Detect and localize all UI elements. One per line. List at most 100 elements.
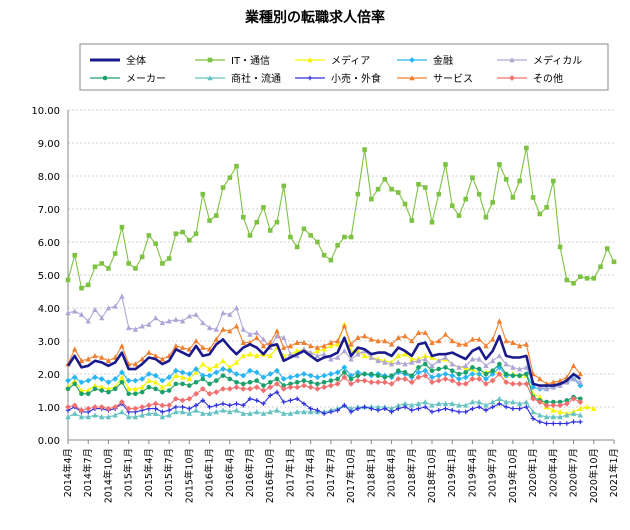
- data-point: [361, 377, 368, 384]
- data-point: [436, 338, 442, 344]
- data-point: [577, 371, 583, 377]
- data-point: [429, 339, 435, 345]
- data-point: [72, 346, 78, 352]
- data-point: [274, 328, 280, 334]
- data-point: [388, 361, 395, 367]
- data-point: [261, 401, 266, 406]
- data-point: [254, 219, 260, 225]
- data-point: [503, 399, 509, 405]
- x-tick-label: 2020年7月: [568, 448, 580, 497]
- data-point: [503, 404, 509, 410]
- data-point: [193, 366, 199, 372]
- data-point: [247, 233, 253, 238]
- y-tick-label: 8.00: [38, 172, 60, 183]
- data-point: [139, 404, 146, 410]
- data-point: [510, 339, 516, 345]
- legend-label: IT・通信: [231, 55, 270, 67]
- data-point: [65, 277, 71, 283]
- data-point: [132, 385, 139, 392]
- data-point: [159, 319, 166, 326]
- data-point: [220, 366, 226, 372]
- data-point: [105, 385, 112, 392]
- data-point: [422, 185, 428, 190]
- data-point: [355, 373, 361, 378]
- data-point: [78, 414, 85, 420]
- x-tick-label: 2017年4月: [305, 448, 317, 497]
- data-point: [125, 377, 132, 384]
- data-point: [415, 374, 422, 381]
- data-point: [132, 377, 139, 384]
- data-point: [436, 191, 442, 197]
- data-point: [254, 352, 260, 359]
- data-point: [462, 374, 469, 381]
- data-point: [179, 344, 186, 350]
- data-point: [577, 396, 583, 402]
- data-point: [233, 323, 240, 329]
- data-point: [334, 369, 341, 376]
- data-point: [470, 175, 475, 180]
- legend-label: 商社・流通: [231, 72, 281, 85]
- data-point: [537, 384, 543, 390]
- data-point: [274, 367, 280, 374]
- data-point: [72, 410, 78, 416]
- data-point: [510, 406, 516, 411]
- data-point: [315, 381, 320, 387]
- series: [65, 318, 583, 387]
- legend-label: 小売・外食: [331, 72, 381, 85]
- data-point: [281, 183, 287, 189]
- data-point: [604, 246, 610, 251]
- data-point: [193, 379, 199, 385]
- data-point: [145, 402, 152, 409]
- data-point: [503, 361, 509, 367]
- data-point: [288, 381, 293, 387]
- data-point: [510, 373, 516, 378]
- data-point: [557, 244, 563, 250]
- data-point: [449, 338, 455, 344]
- y-tick-label: 3.00: [38, 337, 60, 348]
- data-point: [72, 252, 78, 258]
- data-point: [422, 399, 428, 405]
- data-point: [193, 311, 199, 317]
- data-point: [220, 310, 226, 316]
- data-point: [375, 408, 381, 413]
- data-point: [199, 372, 206, 379]
- data-point: [516, 343, 523, 349]
- legend-label: その他: [533, 72, 563, 85]
- legend-marker: [409, 57, 415, 63]
- data-point: [281, 383, 287, 388]
- data-point: [328, 339, 334, 345]
- data-point: [173, 409, 179, 415]
- data-point: [543, 414, 550, 420]
- data-point: [321, 379, 327, 385]
- data-point: [119, 409, 125, 415]
- data-point: [247, 396, 253, 402]
- data-point: [449, 368, 455, 374]
- data-point: [341, 374, 348, 381]
- data-point: [557, 377, 563, 383]
- data-point: [287, 384, 294, 391]
- data-point: [389, 373, 394, 378]
- data-point: [354, 369, 361, 376]
- data-point: [422, 372, 429, 379]
- data-point: [483, 343, 489, 349]
- data-point: [200, 376, 206, 382]
- data-point: [99, 388, 105, 393]
- data-point: [503, 338, 509, 344]
- data-point: [112, 303, 118, 309]
- data-point: [119, 374, 125, 380]
- data-point: [308, 233, 313, 238]
- data-point: [173, 404, 179, 410]
- data-point: [152, 372, 159, 379]
- x-tick-label: 2019年1月: [446, 448, 458, 497]
- data-point: [294, 372, 301, 379]
- data-point: [105, 405, 112, 412]
- x-tick-label: 2020年4月: [547, 448, 559, 497]
- data-point: [550, 407, 557, 413]
- data-point: [516, 366, 523, 372]
- data-point: [193, 407, 199, 413]
- data-point: [497, 401, 502, 406]
- data-point: [436, 357, 442, 364]
- data-point: [247, 331, 253, 337]
- data-point: [146, 233, 152, 238]
